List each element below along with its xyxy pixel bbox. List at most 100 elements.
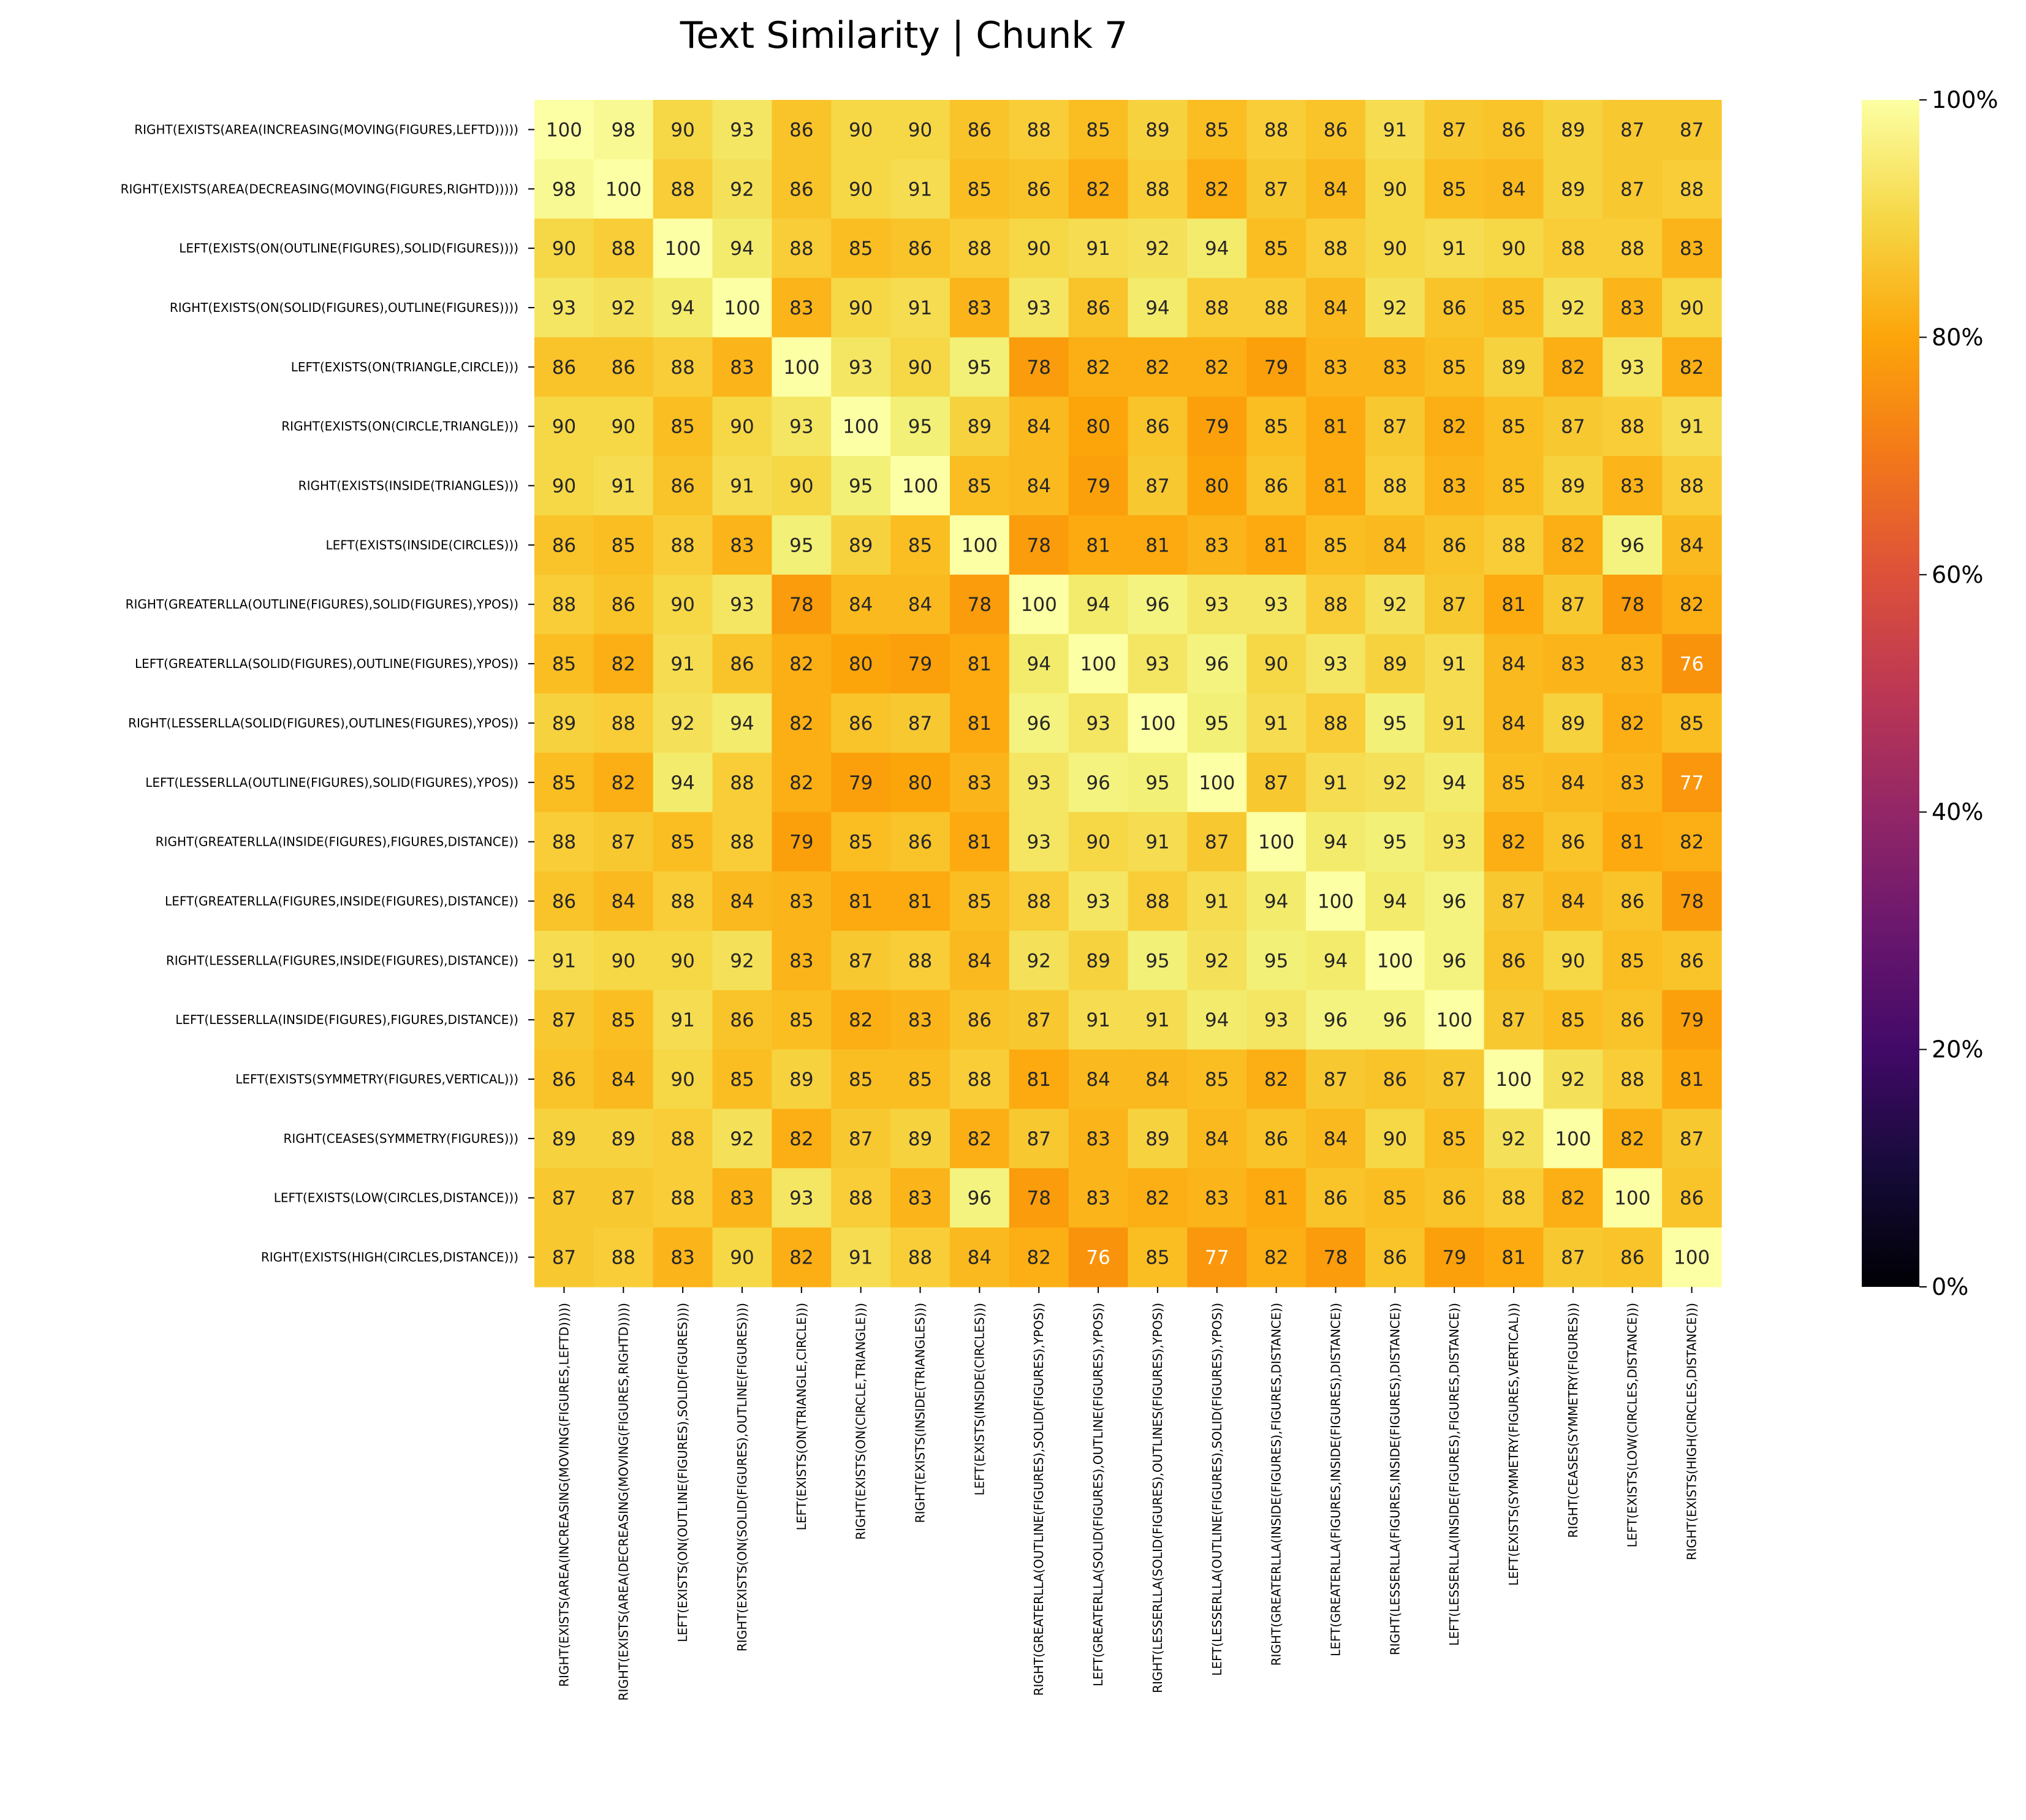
heatmap-cell — [831, 1168, 891, 1228]
heatmap-cell — [772, 693, 832, 753]
heatmap-cell-value: 86 — [552, 357, 576, 379]
heatmap-cell-value: 100 — [546, 119, 582, 141]
heatmap-cell-value: 82 — [789, 653, 813, 675]
heatmap-cell — [1128, 159, 1188, 219]
heatmap-cell-value: 86 — [908, 238, 932, 260]
heatmap-cell-value: 96 — [1383, 1009, 1407, 1031]
heatmap-cell — [593, 1109, 654, 1169]
heatmap-cell-value: 84 — [908, 594, 932, 616]
heatmap-cell-value: 86 — [789, 119, 813, 141]
heatmap-cell-value: 100 — [1495, 1069, 1531, 1091]
heatmap-cell-value: 87 — [1442, 119, 1466, 141]
heatmap-cell — [1068, 753, 1129, 813]
heatmap-cell — [1543, 456, 1603, 516]
colorbar: 0% 20% 40% 60% 80% 100% — [1862, 86, 1998, 1300]
heatmap-cell-value: 94 — [1205, 1009, 1229, 1031]
heatmap-cell — [1484, 574, 1544, 635]
heatmap-cell-value: 78 — [968, 594, 992, 616]
heatmap-cell — [772, 396, 832, 457]
heatmap-cell-value: 87 — [849, 1128, 873, 1150]
heatmap-cell — [1424, 456, 1485, 516]
heatmap-cell-value: 84 — [1324, 297, 1348, 319]
heatmap-cell — [1246, 1227, 1307, 1287]
heatmap-cell-value: 94 — [1324, 950, 1348, 972]
heatmap-cell-value: 83 — [1086, 1188, 1110, 1210]
heatmap-cell — [1068, 871, 1129, 931]
heatmap-cell-value: 96 — [1026, 713, 1050, 735]
heatmap-cell-value: 93 — [1264, 594, 1288, 616]
heatmap-cell-value: 91 — [1324, 772, 1348, 794]
heatmap-cell-value: 93 — [730, 594, 754, 616]
heatmap-cell-value: 85 — [1383, 1188, 1407, 1210]
heatmap-cell-value: 83 — [1442, 476, 1466, 498]
heatmap-cell — [1424, 1049, 1485, 1110]
heatmap-cell-value: 90 — [789, 476, 813, 498]
heatmap-cell-value: 87 — [1680, 1128, 1704, 1150]
heatmap-cell-value: 79 — [1086, 476, 1110, 498]
column-label: LEFT(LESSERLLA(INSIDE(FIGURES),FIGURES,D… — [1447, 1303, 1462, 1646]
heatmap-cell — [1424, 100, 1485, 160]
heatmap-cell-value: 84 — [730, 890, 754, 912]
column-label: LEFT(GREATERLLA(SOLID(FIGURES),OUTLINE(F… — [1091, 1303, 1106, 1686]
heatmap-cell — [593, 812, 654, 872]
column-label: RIGHT(GREATERLLA(INSIDE(FIGURES),FIGURES… — [1269, 1303, 1284, 1666]
row-label: LEFT(EXISTS(LOW(CIRCLES,DISTANCE))) — [274, 1191, 518, 1205]
heatmap-cell-value: 88 — [1620, 1069, 1644, 1091]
heatmap-cell — [534, 337, 594, 397]
heatmap-cell-value: 90 — [1383, 178, 1407, 200]
heatmap-cell — [1246, 871, 1307, 931]
heatmap-cell-value: 85 — [789, 1009, 813, 1031]
heatmap-cell — [653, 812, 713, 872]
heatmap-cell-value: 93 — [1264, 1009, 1288, 1031]
heatmap-cell-value: 82 — [1620, 1128, 1644, 1150]
column-label: RIGHT(EXISTS(HIGH(CIRCLES,DISTANCE))) — [1685, 1303, 1699, 1560]
heatmap-cell — [831, 278, 891, 338]
heatmap-cell — [772, 1109, 832, 1169]
heatmap-cell-value: 83 — [1383, 357, 1407, 379]
heatmap-cell — [949, 812, 1010, 872]
heatmap-cell-value: 87 — [1324, 1069, 1348, 1091]
heatmap-cell-value: 88 — [968, 238, 992, 260]
heatmap-cell-value: 93 — [789, 416, 813, 438]
heatmap-cell — [1128, 753, 1188, 813]
heatmap-cell-value: 94 — [730, 713, 754, 735]
row-label: RIGHT(GREATERLLA(INSIDE(FIGURES),FIGURES… — [156, 835, 518, 849]
heatmap-cell-value: 96 — [1324, 1009, 1348, 1031]
heatmap-cell-value: 88 — [968, 1069, 992, 1091]
heatmap-cell — [653, 337, 713, 397]
heatmap-cell — [1543, 1227, 1603, 1287]
heatmap-cell-value: 87 — [1442, 594, 1466, 616]
heatmap-cell-value: 95 — [849, 476, 873, 498]
heatmap-cell-value: 90 — [849, 119, 873, 141]
heatmap-cell — [653, 396, 713, 457]
heatmap-cell — [1662, 812, 1722, 872]
heatmap-cell — [712, 159, 772, 219]
heatmap-cell — [890, 396, 950, 457]
heatmap-cell — [1306, 812, 1366, 872]
heatmap-cell — [1662, 159, 1722, 219]
heatmap-cell — [1128, 218, 1188, 279]
heatmap-cell — [653, 871, 713, 931]
heatmap-cell — [831, 515, 891, 575]
heatmap-cell — [772, 218, 832, 279]
heatmap-cell — [949, 930, 1010, 991]
heatmap-cell — [890, 634, 950, 694]
heatmap-cell — [1484, 1109, 1544, 1169]
heatmap-cell-value: 81 — [1324, 476, 1348, 498]
heatmap-cell — [1484, 278, 1544, 338]
heatmap-cell-value: 82 — [1442, 416, 1466, 438]
heatmap-cell — [1128, 574, 1188, 635]
heatmap-cell — [1009, 337, 1069, 397]
heatmap-cell-value: 86 — [789, 178, 813, 200]
colorbar-tick-label: 100% — [1932, 86, 1998, 113]
heatmap-cell — [1246, 396, 1307, 457]
heatmap-cell — [1662, 337, 1722, 397]
heatmap-cell-value: 76 — [1086, 1247, 1110, 1269]
heatmap-cell-value: 90 — [670, 1069, 694, 1091]
heatmap-cell — [1306, 456, 1366, 516]
heatmap-cell-value: 88 — [552, 594, 576, 616]
heatmap-cell-value: 84 — [1680, 534, 1704, 556]
heatmap-cell-value: 88 — [1680, 178, 1704, 200]
heatmap-cell-value: 94 — [1264, 890, 1288, 912]
heatmap-cell — [1365, 634, 1425, 694]
